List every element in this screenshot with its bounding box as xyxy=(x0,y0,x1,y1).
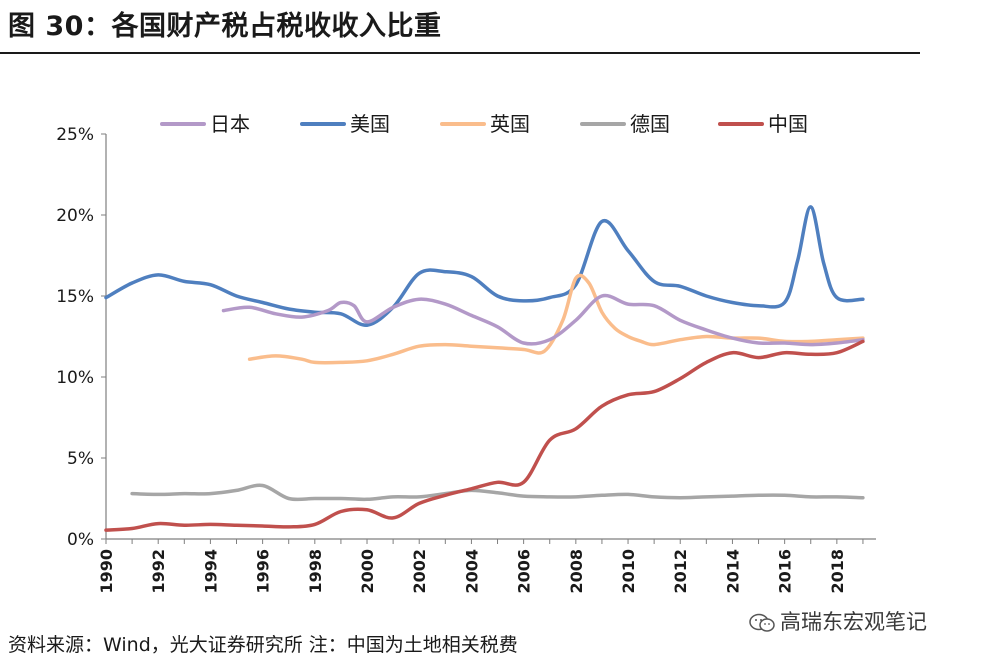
source-note: 资料来源：Wind，光大证券研究所 注：中国为土地相关税费 xyxy=(8,634,518,656)
legend: 日本 美国 英国 德国 中国 xyxy=(160,112,808,136)
legend-label: 美国 xyxy=(350,112,390,136)
x-tick-label: 2014 xyxy=(723,549,742,594)
watermark: 高瑞东宏观笔记 xyxy=(748,606,927,636)
x-tick-label: 2012 xyxy=(671,549,690,594)
watermark-text: 高瑞东宏观笔记 xyxy=(780,610,927,634)
figure-title: 图 30：各国财产税占税收收入比重 xyxy=(8,11,442,42)
y-tick-label: 25% xyxy=(56,125,94,145)
legend-label: 英国 xyxy=(490,112,530,136)
x-tick-label: 2006 xyxy=(515,549,534,594)
axes: 0% 5% 10% 15% 20% 25% 1990 1992 1994 1996 1998 2000… xyxy=(56,125,876,594)
y-tick-label: 5% xyxy=(67,449,94,469)
legend-label: 日本 xyxy=(210,112,250,136)
y-tick-label: 20% xyxy=(56,206,94,226)
y-tick-label: 15% xyxy=(56,287,94,307)
wechat-icon xyxy=(749,613,775,632)
series-line-日本 xyxy=(221,293,865,347)
series-line-美国 xyxy=(104,205,865,327)
x-tick-label: 1992 xyxy=(149,549,168,594)
x-tick-label: 2004 xyxy=(462,549,481,594)
x-tick-label: 2016 xyxy=(776,549,795,594)
x-tick-label: 2000 xyxy=(358,549,377,594)
x-tick-label: 1998 xyxy=(306,549,325,594)
series-line-中国 xyxy=(104,339,865,532)
x-tick-label: 1994 xyxy=(201,549,220,594)
x-tick-label: 2010 xyxy=(619,549,638,594)
x-tick-label: 1990 xyxy=(97,549,116,594)
series-line-英国 xyxy=(247,273,865,365)
legend-label: 德国 xyxy=(630,112,670,136)
x-tick-label: 2002 xyxy=(410,549,429,594)
x-tick-label: 1996 xyxy=(254,549,273,594)
series-line-德国 xyxy=(130,483,865,502)
y-tick-label: 0% xyxy=(67,530,94,550)
x-tick-label: 2018 xyxy=(828,549,847,594)
title-divider xyxy=(0,52,920,54)
legend-label: 中国 xyxy=(768,112,808,136)
series-lines xyxy=(104,205,865,532)
x-tick-label: 2008 xyxy=(567,549,586,594)
y-tick-label: 10% xyxy=(56,368,94,388)
